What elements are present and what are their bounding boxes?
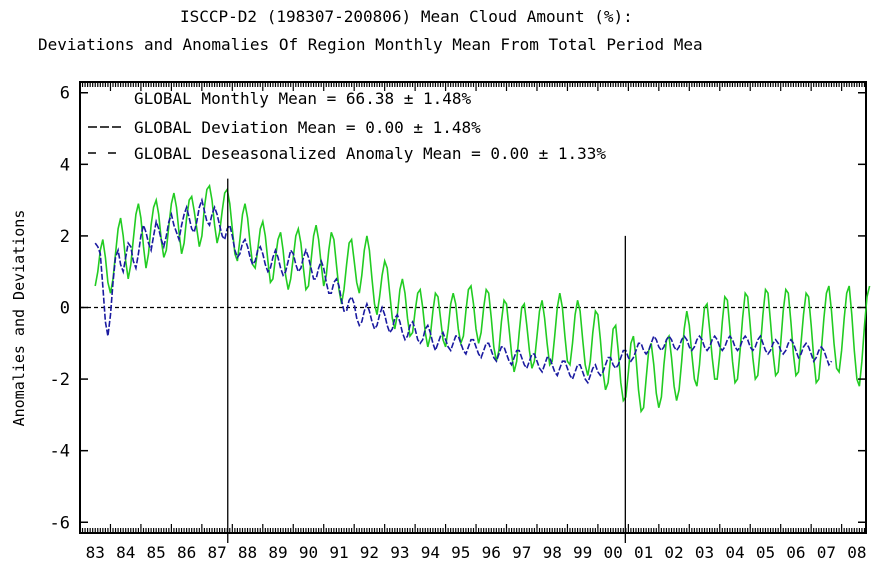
y-tick-label: 0 [60,299,70,319]
x-tick-label: 00 [604,543,623,562]
y-tick-label: -2 [50,370,70,390]
x-tick-label: 87 [207,543,226,562]
legend: GLOBAL Monthly Mean = 66.38 ± 1.48% GLOBA… [88,89,606,163]
series-line-2 [94,197,833,385]
x-tick-label: 93 [390,543,409,562]
legend-entry-3: GLOBAL Deseasonalized Anomaly Mean = 0.0… [134,144,606,163]
x-tick-label: 90 [299,543,318,562]
x-tick-label: 01 [634,543,653,562]
x-tick-label: 94 [421,543,440,562]
x-tick-label: 07 [817,543,836,562]
y-tick-label: 2 [60,227,70,247]
x-tick-label: 91 [329,543,348,562]
y-tick-label: 4 [60,155,70,175]
x-tick-label: 98 [543,543,562,562]
y-tick-label: -4 [50,442,70,462]
x-tick-label: 83 [86,543,105,562]
x-tick-label: 03 [695,543,714,562]
y-tick-label: 6 [60,84,70,104]
x-tick-label: 97 [512,543,531,562]
x-tick-label: 08 [847,543,866,562]
x-tick-label: 02 [664,543,683,562]
y-tick-label: -6 [50,513,70,533]
y-axis-ticks: -6 -4 -2 0 2 4 6 [50,84,866,533]
x-tick-label: 95 [451,543,470,562]
x-axis-ticks: 83 84 85 86 87 88 89 90 91 92 93 94 95 96 97 98 99 00 01 02… [79,82,866,562]
x-tick-label: 92 [360,543,379,562]
x-tick-label: 05 [756,543,775,562]
x-tick-label: 89 [268,543,287,562]
chart-subtitle: Deviations and Anomalies Of Region Month… [38,36,703,54]
x-tick-label: 86 [177,543,196,562]
x-tick-label: 84 [116,543,135,562]
x-tick-label: 04 [725,543,744,562]
x-tick-label: 96 [482,543,501,562]
x-tick-label: 06 [786,543,805,562]
legend-entry-2: GLOBAL Deviation Mean = 0.00 ± 1.48% [134,118,481,137]
chart-title: ISCCP-D2 (198307-200806) Mean Cloud Amou… [180,8,633,26]
x-tick-label: 88 [238,543,257,562]
vertical-markers [227,178,626,543]
legend-entry-1: GLOBAL Monthly Mean = 66.38 ± 1.48% [134,89,472,108]
x-tick-label: 99 [573,543,592,562]
y-axis-label: Anomalies and Deviations [10,210,28,427]
series-group [94,183,871,414]
x-tick-label: 85 [147,543,166,562]
